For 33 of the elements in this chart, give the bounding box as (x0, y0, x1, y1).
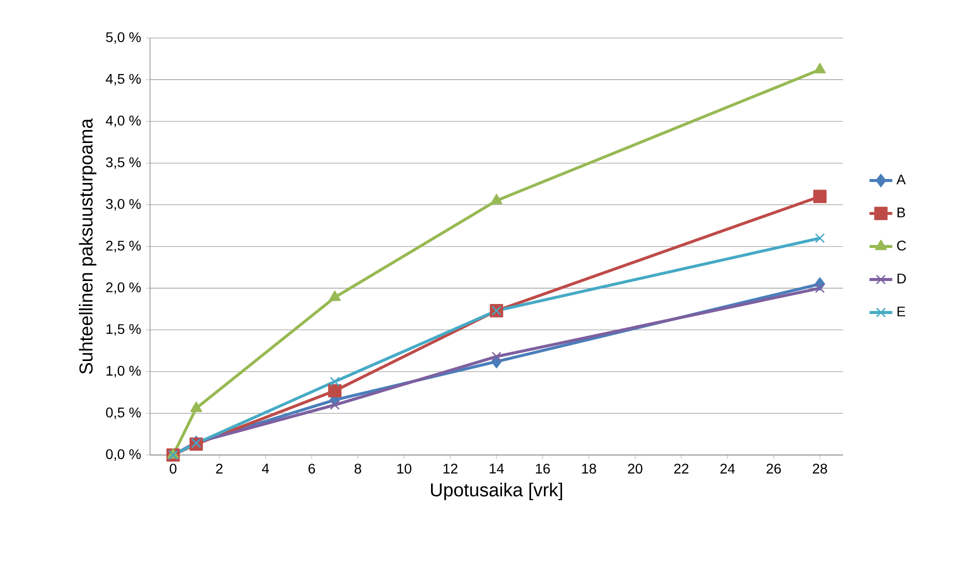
x-tick-label: 22 (674, 464, 688, 474)
x-tick-label: 20 (628, 464, 642, 474)
legend-label: E (898, 306, 906, 316)
x-tick-label: 12 (444, 464, 458, 474)
y-tick-label: 1,5 % (106, 324, 141, 336)
y-tick-label: 3,0 % (106, 199, 141, 211)
x-tick-label: 8 (354, 464, 362, 474)
y-axis-title: Suhteellinen paksuusturpoama (78, 118, 96, 374)
legend-label: A (896, 174, 906, 184)
x-tick-label: 2 (216, 464, 222, 474)
x-tick-label: 6 (308, 464, 315, 474)
x-tick-label: 24 (720, 464, 735, 474)
y-tick-label: 4,0 % (106, 116, 141, 128)
x-axis-title: Upotusaika [vrk] (431, 482, 562, 500)
x-tick-label: 28 (812, 464, 828, 474)
y-tick-label: 0,0 % (106, 449, 141, 461)
y-tick-label: 2,5 % (106, 240, 141, 252)
y-tick-label: 1,0 % (106, 366, 141, 378)
legend-label: B (898, 208, 906, 218)
y-tick-label: 4,5 % (106, 74, 141, 86)
x-tick-label: 18 (582, 464, 596, 474)
x-tick-label: 16 (536, 464, 550, 474)
legend-label: D (898, 274, 906, 284)
x-tick-label: 10 (397, 464, 412, 474)
x-tick-label: 14 (490, 464, 504, 474)
y-tick-label: 0,5 % (106, 408, 141, 420)
y-tick-label: 5,0 % (106, 32, 141, 44)
legend-label: C (897, 240, 906, 251)
x-tick-label: 4 (262, 464, 269, 474)
x-tick-label: 26 (766, 464, 781, 474)
y-tick-label: 2,0 % (106, 282, 141, 294)
x-tick-label: 0 (170, 464, 176, 474)
y-tick-label: 3,5 % (106, 157, 141, 169)
